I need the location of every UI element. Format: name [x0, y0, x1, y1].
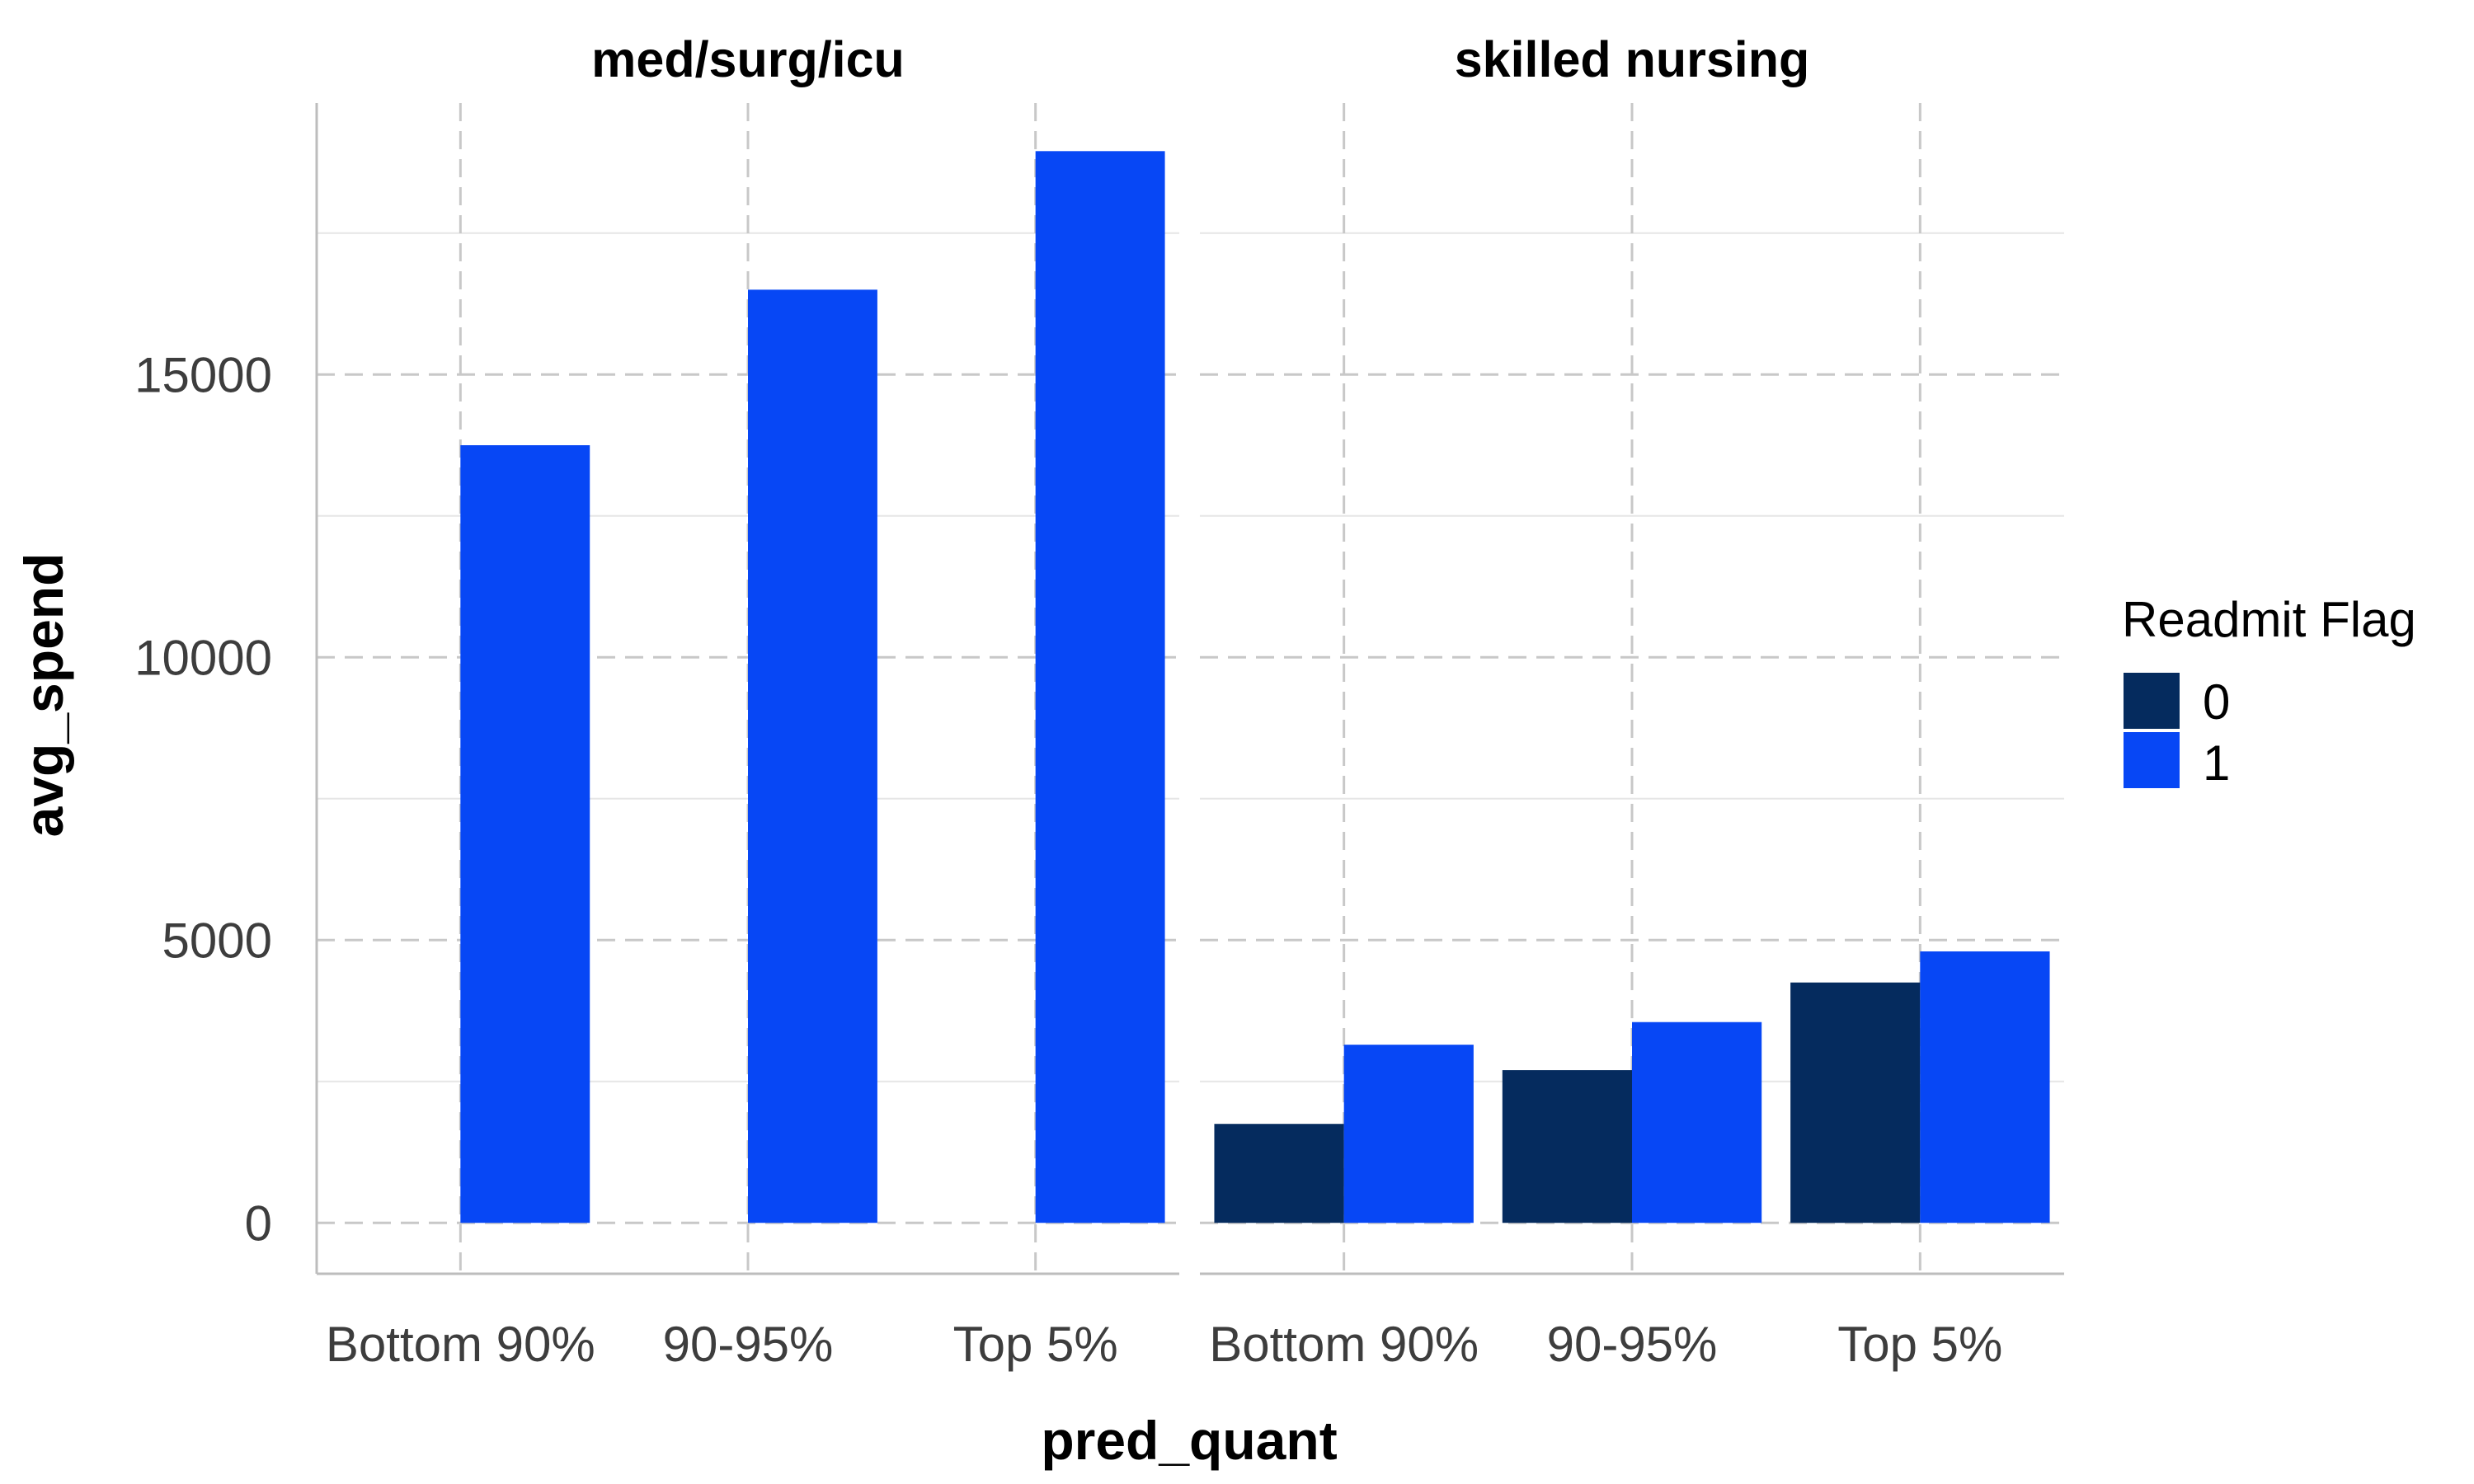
x-axis-title: pred_quant [1041, 1410, 1337, 1471]
legend-label-1: 1 [2203, 735, 2230, 791]
y-tick-label: 10000 [134, 630, 272, 685]
panel-0: Bottom 90% 90-95% Top 5% med/surg/icu [315, 31, 1179, 1372]
x-tick-label: Top 5% [1837, 1317, 2002, 1372]
y-tick-label: 0 [245, 1195, 272, 1251]
x-tick-label: Top 5% [953, 1317, 1118, 1372]
legend-label-0: 0 [2203, 674, 2230, 730]
bar-skilled-nursing-90-95--1 [1632, 1021, 1762, 1223]
bar-skilled-nursing-Top-5--1 [1920, 951, 2050, 1223]
x-tick-label: Bottom 90% [326, 1317, 595, 1372]
bar-med-surg-icu-90-95--1 [748, 289, 877, 1223]
x-tick-label: 90-95% [1547, 1317, 1718, 1372]
bar-skilled-nursing-Top-5--0 [1790, 982, 1921, 1223]
panels-layer: Bottom 90% 90-95% Top 5%med/surg/icuBottom… [134, 31, 2064, 1372]
bar-skilled-nursing-Bottom-90--0 [1214, 1124, 1344, 1223]
panel-1: Bottom 90% 90-95% Top 5% skilled nursing [1200, 31, 2064, 1372]
bar-med-surg-icu-Top-5--1 [1035, 151, 1165, 1223]
y-tick-label: 15000 [134, 347, 272, 402]
y-axis-title: avg_spend [13, 553, 74, 838]
panel-title: med/surg/icu [591, 31, 905, 87]
y-tick-label: 5000 [162, 913, 272, 968]
bar-med-surg-icu-Bottom-90--1 [460, 445, 590, 1223]
legend-swatch-1 [2124, 732, 2180, 788]
bar-skilled-nursing-90-95--0 [1502, 1070, 1632, 1223]
legend-title: Readmit Flag [2122, 592, 2416, 647]
bar-skilled-nursing-Bottom-90--1 [1343, 1045, 1474, 1223]
x-tick-label: Bottom 90% [1209, 1317, 1479, 1372]
legend: Readmit Flag 0 1 [2122, 592, 2416, 791]
legend-swatch-0 [2124, 673, 2180, 729]
panel-title: skilled nursing [1455, 31, 1810, 87]
x-tick-label: 90-95% [663, 1317, 834, 1372]
